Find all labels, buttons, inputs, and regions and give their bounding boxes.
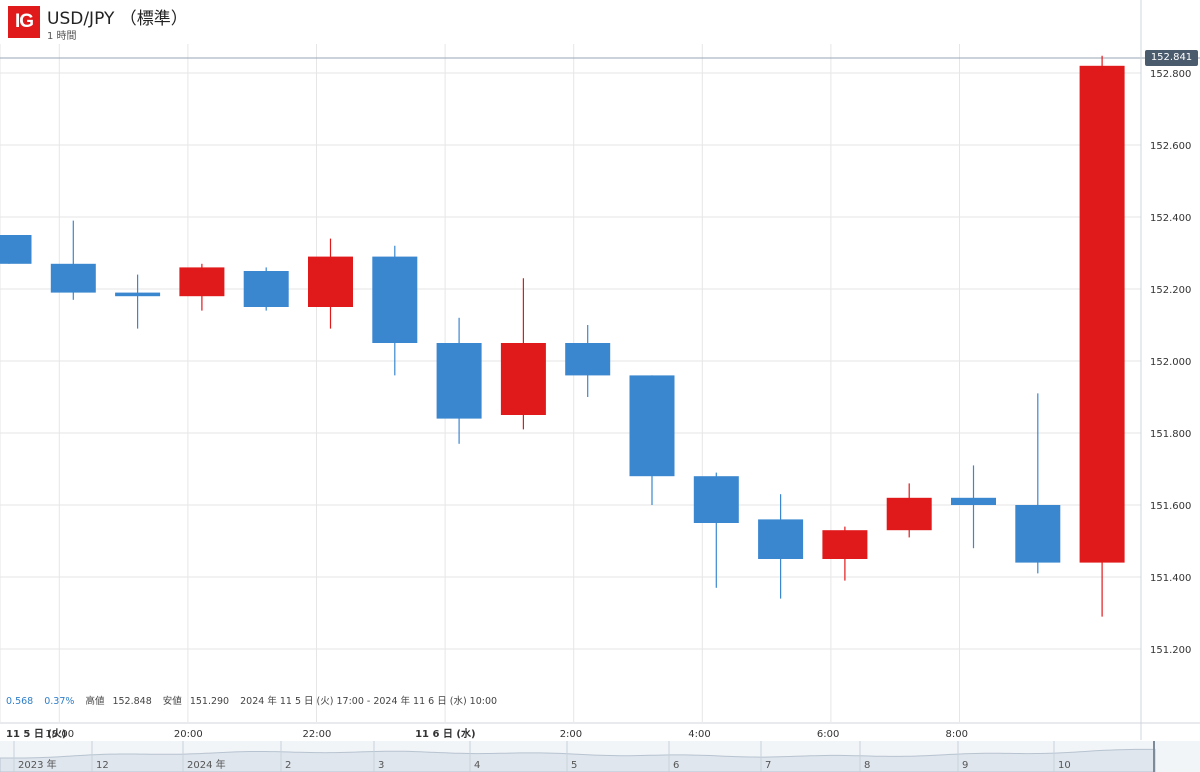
- y-tick-label: 151.600: [1150, 501, 1191, 512]
- navigator-label: 6: [673, 760, 679, 771]
- navigator-label: 7: [765, 760, 771, 771]
- change-value: 0.568: [6, 696, 34, 707]
- low-value: 151.290: [189, 696, 230, 707]
- high-value: 152.848: [112, 696, 152, 707]
- candle-body[interactable]: [243, 271, 289, 307]
- navigator-label: 2023 年: [18, 758, 57, 771]
- y-tick-label: 152.800: [1150, 69, 1191, 80]
- candle-body[interactable]: [50, 263, 96, 293]
- navigator-label: 4: [474, 760, 480, 771]
- low-label: 安値: [162, 696, 182, 707]
- y-tick-label: 151.800: [1150, 429, 1191, 440]
- y-tick-label: 151.200: [1150, 645, 1191, 656]
- candle-body[interactable]: [436, 343, 482, 419]
- x-tick-label: 2:00: [560, 729, 582, 740]
- date-range: 2024 年 11 5 日 (火) 17:00 - 2024 年 11 6 日 …: [240, 696, 498, 707]
- candle-body[interactable]: [179, 267, 225, 297]
- change-percent: 0.37%: [44, 696, 75, 707]
- candle-body[interactable]: [758, 519, 804, 559]
- candle-body[interactable]: [886, 497, 932, 531]
- navigator-label: 5: [571, 760, 577, 771]
- x-tick-label: 18:00: [45, 729, 74, 740]
- y-tick-label: 152.400: [1150, 213, 1191, 224]
- x-tick-label: 11 5 日 (火): [6, 728, 66, 740]
- y-tick-label: 152.600: [1150, 141, 1191, 152]
- navigator-label: 10: [1058, 760, 1071, 771]
- x-tick-label: 6:00: [817, 729, 839, 740]
- high-label: 高値: [85, 696, 105, 707]
- x-tick-label: 20:00: [174, 729, 203, 740]
- stats-bar: 0.568 0.37% 高値 152.848 安値 151.290 2024 年 1…: [6, 693, 505, 707]
- y-tick-label: 152.000: [1150, 357, 1191, 368]
- candle-body[interactable]: [951, 497, 996, 505]
- candle-body[interactable]: [1079, 65, 1125, 563]
- interval-label[interactable]: 1 時間: [47, 31, 77, 42]
- x-tick-label: 4:00: [688, 729, 710, 740]
- candle-body[interactable]: [500, 343, 546, 415]
- candle-body[interactable]: [308, 256, 353, 307]
- instrument-title: USD/JPY （標準）: [47, 9, 188, 29]
- candle-body[interactable]: [1015, 505, 1061, 563]
- navigator-label: 2: [285, 760, 291, 771]
- candle-body[interactable]: [0, 235, 32, 264]
- x-tick-label: 22:00: [303, 729, 332, 740]
- x-tick-label: 8:00: [946, 729, 968, 740]
- navigator-area: [0, 748, 1156, 772]
- candle-body[interactable]: [115, 292, 161, 297]
- candle-body[interactable]: [372, 256, 418, 343]
- y-tick-label: 151.400: [1150, 573, 1191, 584]
- x-tick-label: 11 6 日 (水): [415, 727, 475, 740]
- candle-body[interactable]: [693, 476, 739, 523]
- current-price-tag: 152.841: [1145, 50, 1198, 66]
- candle-body[interactable]: [822, 530, 868, 559]
- navigator-label: 8: [864, 760, 870, 771]
- ig-logo: IG: [8, 6, 40, 38]
- navigator-label: 3: [378, 760, 384, 771]
- y-tick-label: 152.200: [1150, 285, 1191, 296]
- navigator-label: 2024 年: [187, 758, 226, 771]
- candle-body[interactable]: [629, 375, 675, 477]
- navigator-label: 12: [96, 760, 109, 771]
- candle-body[interactable]: [565, 343, 611, 376]
- navigator-label: 9: [962, 760, 968, 771]
